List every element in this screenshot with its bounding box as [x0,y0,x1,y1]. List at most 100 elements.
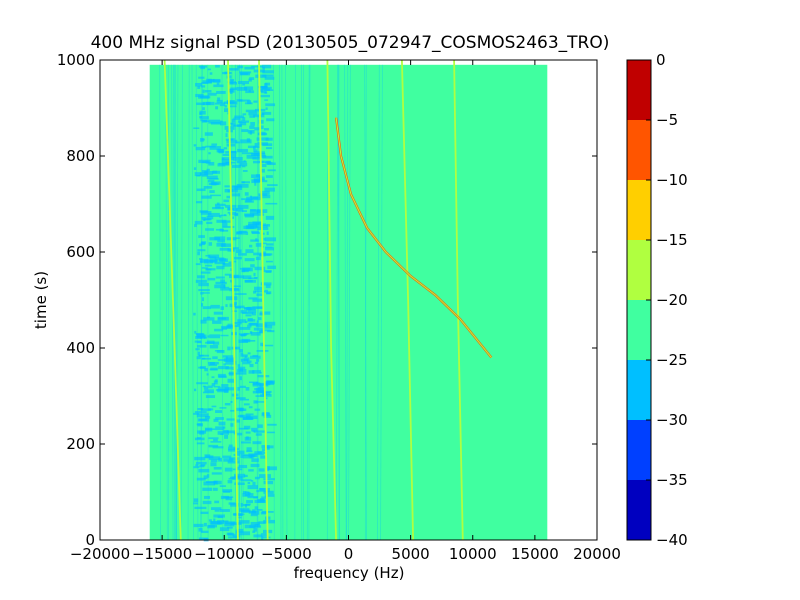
heatmap-cell [263,321,276,326]
heatmap-cell [207,361,219,365]
heatmap-cell [250,331,261,336]
heatmap-cell [218,457,223,462]
heatmap-cell [233,256,242,260]
heatmap-cell [196,356,201,360]
heatmap-cell [231,193,241,197]
heatmap-cell [214,102,220,105]
heatmap-cell [254,142,258,147]
heatmap-cell [254,476,260,480]
heatmap-cell [253,149,258,153]
heatmap-cell [222,72,232,75]
colorbar-segment [627,240,651,300]
colorbar: −40 −35 −30 −25 −20 −15 −10 −5 0 [626,51,688,549]
heatmap-cell [240,352,244,357]
heatmap-cell [251,458,259,462]
heatmap-cell [242,354,248,357]
heatmap-cell [202,487,213,491]
heatmap-cell [250,355,261,359]
heatmap-cell [254,290,266,293]
heatmap-cell [236,528,244,533]
heatmap-cell [234,347,237,350]
heatmap-cell [225,496,233,501]
heatmap-cell [263,490,274,494]
y-tick-label: 1000 [57,51,95,69]
heatmap-cell [266,380,275,384]
heatmap-cell [265,82,271,86]
heatmap-cell [256,137,269,141]
heatmap-texture-line [377,64,380,541]
heatmap-cell [254,286,264,291]
heatmap-cell [235,141,240,144]
heatmap-cell [211,376,215,379]
heatmap-cell [215,417,224,420]
heatmap-cell [261,168,265,173]
heatmap-texture-line [173,64,176,541]
heatmap-cell [227,346,231,351]
heatmap-cell [206,373,209,376]
heatmap-cell [193,498,199,502]
heatmap-cell [199,465,205,468]
heatmap-cell [209,345,219,349]
heatmap-cell [200,335,205,339]
heatmap-cell [266,243,274,246]
heatmap-cell [248,406,253,409]
heatmap-cell [201,174,208,177]
heatmap-cell [266,223,271,227]
heatmap-cell [214,203,226,207]
heatmap-cell [208,524,218,528]
heatmap-cell [248,469,254,472]
heatmap-quiet-region [159,64,383,542]
heatmap-cell [198,243,203,247]
heatmap-cell [258,119,264,124]
heatmap-cell [217,431,230,435]
heatmap-cell [251,312,256,316]
heatmap-cell [239,368,244,372]
heatmap-cell [224,105,227,108]
heatmap-cell [211,170,221,174]
heatmap-cell [261,164,267,168]
heatmap-cell [198,95,210,99]
heatmap-cell [214,236,226,241]
heatmap-cell [255,174,261,178]
heatmap-cell [252,481,256,486]
heatmap-cell [250,122,255,126]
heatmap-cell [212,320,222,324]
heatmap-cell [232,468,243,471]
heatmap-cell [208,519,212,522]
heatmap-cell [224,435,229,439]
heatmap-texture-line [380,64,383,541]
heatmap-cell [265,103,276,107]
heatmap-cell [239,349,243,353]
heatmap-texture-line [176,64,179,541]
heatmap-cell [208,182,219,186]
heatmap-cell [238,464,248,469]
heatmap-cell [230,409,235,412]
heatmap-cell [226,139,238,144]
colorbar-tick-label: −20 [656,291,688,309]
heatmap-cell [203,336,207,339]
heatmap-cell [240,454,244,458]
x-tick-label: 20000 [573,545,621,563]
heatmap-cell [202,107,205,110]
heatmap-cell [264,91,268,94]
heatmap-cell [198,366,205,369]
colorbar-tick-label: −35 [656,471,688,489]
heatmap-cell [252,370,261,374]
heatmap-cell [246,154,257,159]
heatmap-cell [252,213,265,216]
chart-title: 400 MHz signal PSD (20130505_072947_COSM… [91,33,610,53]
heatmap-cell [228,446,237,450]
heatmap-cell [259,371,262,374]
heatmap-texture-line [174,64,177,541]
heatmap-cell [261,535,264,540]
heatmap-cell [208,444,219,448]
heatmap-cell [248,297,258,300]
heatmap-texture-line [294,64,296,541]
heatmap-cell [213,438,218,442]
colorbar-segment [627,120,651,180]
heatmap-texture-line [221,64,224,541]
heatmap-cell [237,148,248,153]
heatmap-cell [206,78,212,83]
heatmap-cell [220,306,224,310]
heatmap-cell [226,195,230,199]
